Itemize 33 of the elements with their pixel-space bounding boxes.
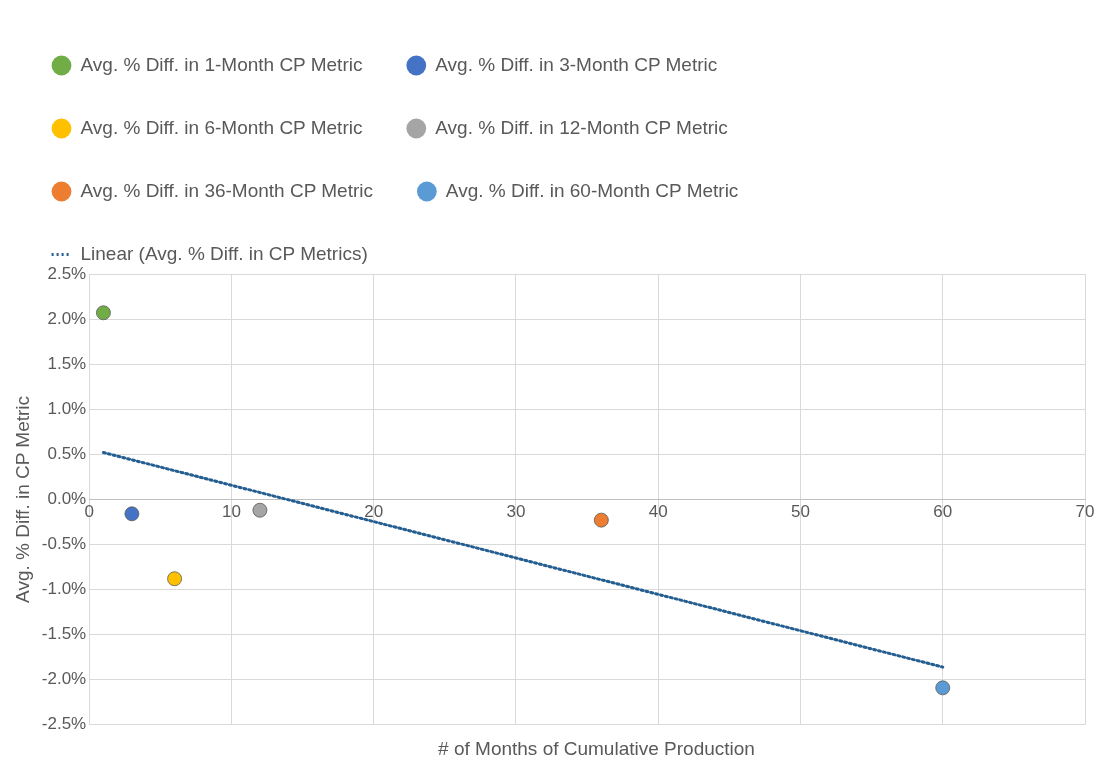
y-axis-title: Avg. % Diff. in CP Metric xyxy=(11,395,33,603)
point xyxy=(96,305,111,321)
legend-label: Avg. % Diff. in 12-Month CP Metric xyxy=(435,116,728,138)
x-tick-label: 70 xyxy=(1075,502,1095,522)
point xyxy=(124,506,140,522)
y-tick-label: 0.5% xyxy=(47,444,87,464)
y-tick-label: -2.5% xyxy=(41,714,87,734)
x-tick-label: 0 xyxy=(84,502,94,522)
y-tick-label: 2.5% xyxy=(47,263,87,283)
x-tick-label: 50 xyxy=(791,502,810,522)
legend-label: Avg. % Diff. in 60-Month CP Metric xyxy=(445,179,739,201)
legend-label: Linear (Avg. % Diff. in CP Metrics) xyxy=(80,242,368,264)
x-tick-label: 10 xyxy=(222,502,241,522)
y-tick-label: 1.0% xyxy=(47,398,87,418)
y-tick-label: 2.0% xyxy=(47,308,87,328)
x-axis-title: # of Months of Cumulative Production xyxy=(437,738,756,760)
y-tick-label: -1.5% xyxy=(41,624,87,644)
y-tick-label: 1.5% xyxy=(47,353,87,373)
point xyxy=(593,512,609,528)
y-tick-label: -1.0% xyxy=(41,579,87,599)
legend-label: Avg. % Diff. in 36-Month CP Metric xyxy=(80,179,374,201)
x-tick-label: 60 xyxy=(933,502,953,522)
legend-label: Avg. % Diff. in 1-Month CP Metric xyxy=(80,53,363,75)
point xyxy=(167,571,182,587)
x-tick-label: 30 xyxy=(506,502,526,522)
y-tick-label: -2.0% xyxy=(41,669,87,689)
y-tick-label: -0.5% xyxy=(41,534,87,554)
point xyxy=(252,502,268,518)
legend-label: Avg. % Diff. in 6-Month CP Metric xyxy=(80,116,363,138)
x-tick-label: 20 xyxy=(364,502,384,522)
legend-label: Avg. % Diff. in 3-Month CP Metric xyxy=(435,53,718,75)
x-tick-label: 40 xyxy=(648,502,668,522)
point xyxy=(935,680,951,696)
